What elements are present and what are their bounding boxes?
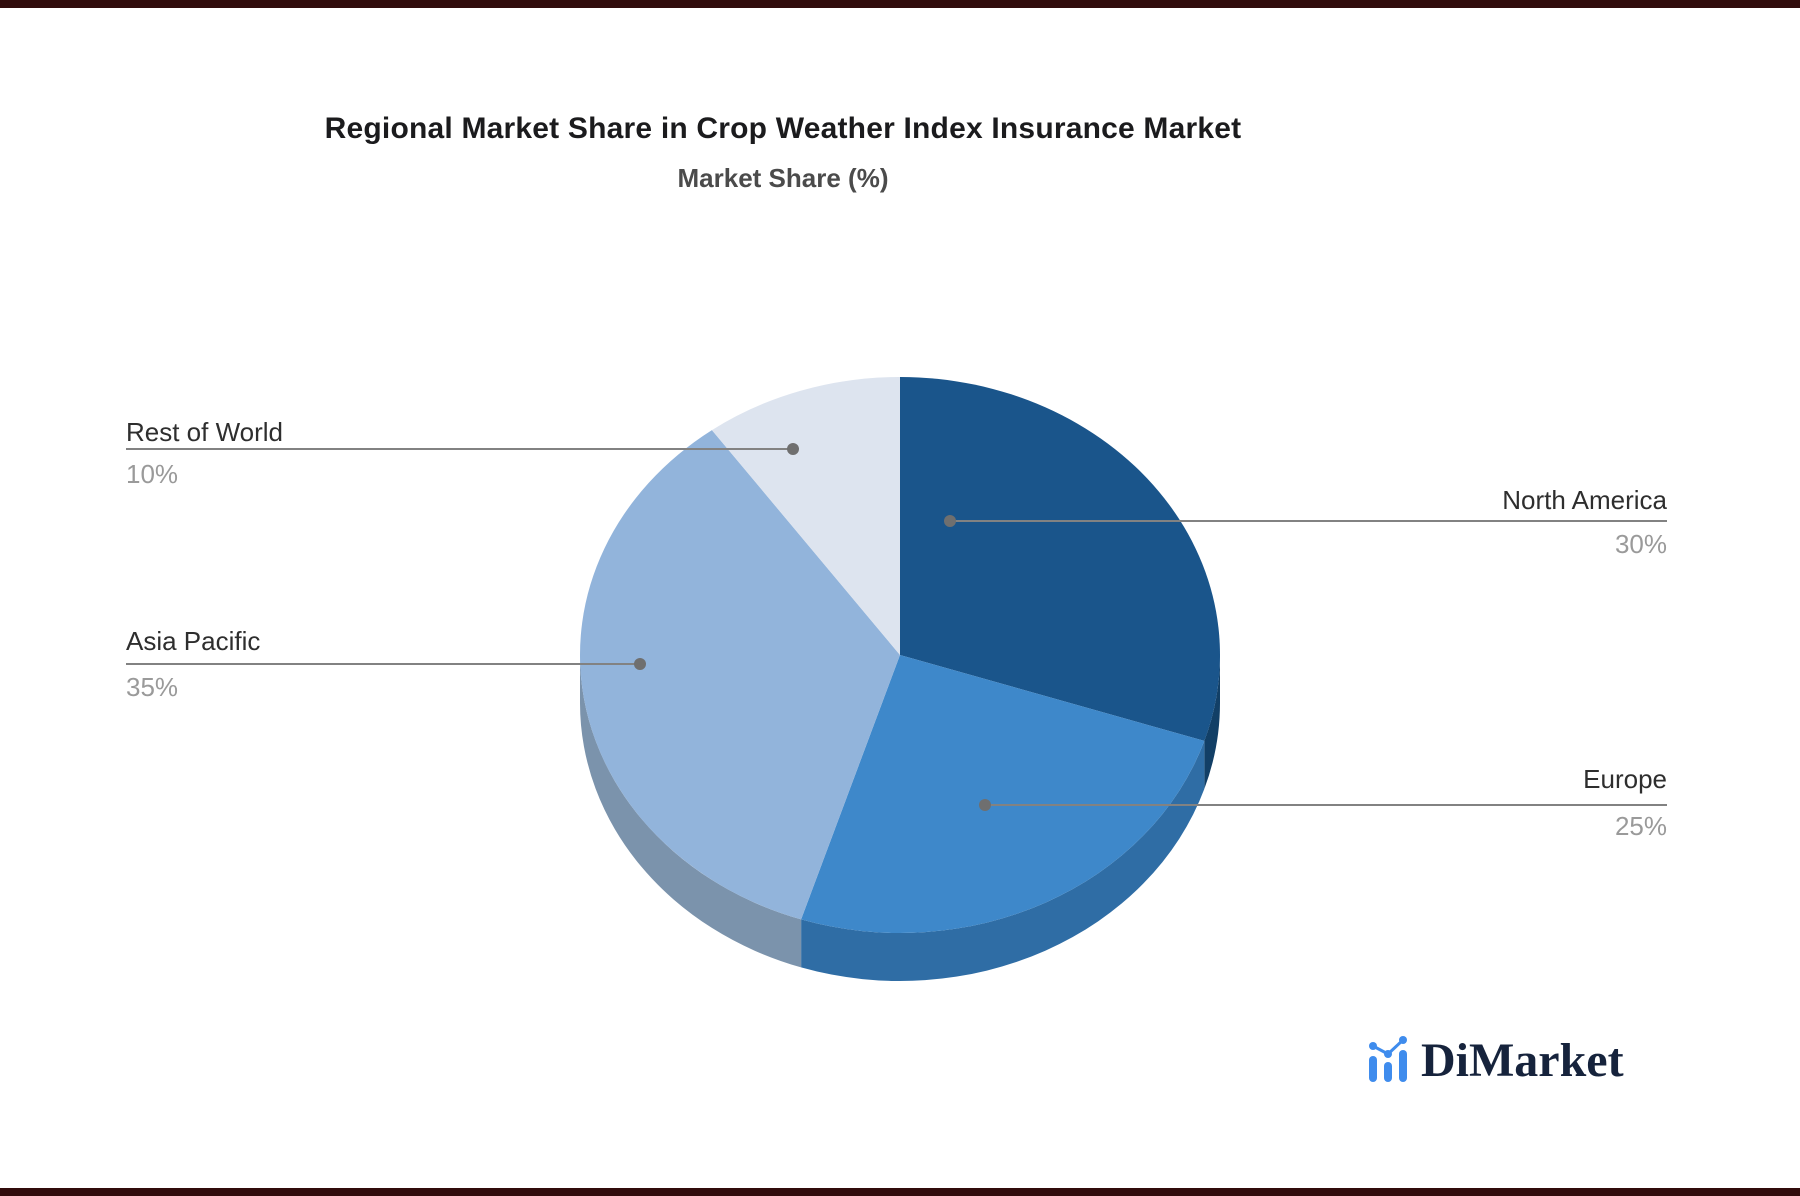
pie-slice-north-america[interactable]	[900, 377, 1220, 741]
leader-dot-europe	[979, 799, 991, 811]
slice-value-rest-of-world: 10%	[126, 459, 179, 489]
chart-header: Regional Market Share in Crop Weather In…	[0, 112, 1566, 194]
chart-title: Regional Market Share in Crop Weather In…	[324, 112, 1242, 145]
top-frame-bar	[0, 0, 1800, 8]
brand-logo-text: DiMarket	[1421, 1034, 1624, 1087]
bottom-frame-bar	[0, 1188, 1800, 1196]
pie-slice-side-north-america	[1204, 655, 1220, 789]
slice-value-asia-pacific: 35%	[126, 672, 179, 702]
bar-chart-icon	[1369, 1036, 1407, 1082]
slice-value-north-america: 30%	[1614, 529, 1667, 559]
slice-label-asia-pacific: Asia Pacific	[126, 626, 261, 656]
slice-label-north-america: North America	[1502, 485, 1667, 515]
pie-slice-side-asia-pacific	[580, 655, 802, 968]
leader-dot-asia-pacific	[634, 658, 646, 670]
pie-slice-asia-pacific[interactable]	[580, 430, 900, 920]
chart-subtitle: Market Share (%)	[677, 163, 889, 193]
pie-slice-rest-of-world[interactable]	[711, 377, 900, 655]
pie-slice-europe[interactable]	[801, 655, 1205, 933]
slice-value-europe: 25%	[1614, 811, 1667, 841]
slice-label-rest-of-world: Rest of World	[126, 417, 284, 447]
brand-logo: DiMarket	[1366, 1034, 1624, 1086]
leader-dot-rest-of-world	[787, 443, 799, 455]
slice-label-europe: Europe	[1583, 764, 1667, 794]
pie-slice-side-europe	[801, 740, 1205, 982]
leader-dot-north-america	[944, 515, 956, 527]
